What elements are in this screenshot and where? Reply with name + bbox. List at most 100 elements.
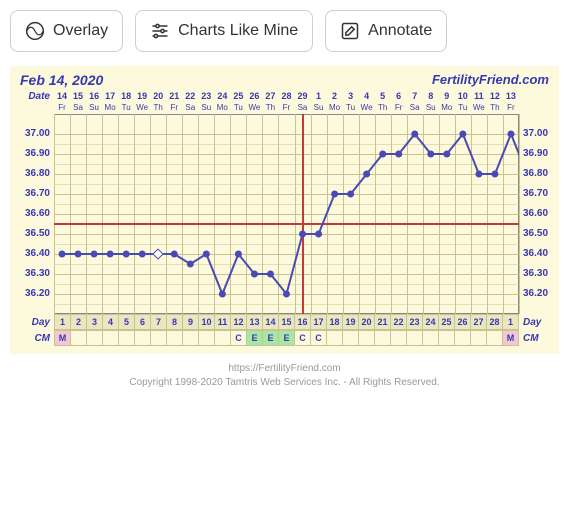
dow-row: FrSaSuMoTuWeThFrSaSuMoTuWeThFrSaSuMoTuWe… — [10, 102, 559, 114]
overlay-icon — [25, 21, 45, 41]
dow-cell: Sa — [70, 102, 86, 114]
dow-cell: Fr — [54, 102, 70, 114]
day-cell: 19 — [342, 314, 358, 330]
dow-cell: Th — [487, 102, 503, 114]
temp-line — [54, 114, 519, 314]
ytick-left: 36.40 — [25, 248, 50, 259]
cm-cell: C — [294, 330, 310, 346]
cycle-day-row: Day 123456789101112131415161718192021222… — [10, 314, 559, 330]
day-cell: 12 — [230, 314, 246, 330]
dow-cell: Mo — [102, 102, 118, 114]
cm-cell: E — [278, 330, 294, 346]
ytick-right: 36.90 — [523, 148, 548, 159]
date-cell: 8 — [423, 90, 439, 102]
ytick-left: 36.60 — [25, 208, 50, 219]
day-cell: 21 — [374, 314, 390, 330]
ytick-right: 36.70 — [523, 188, 548, 199]
ytick-left: 37.00 — [25, 128, 50, 139]
date-cell: 2 — [327, 90, 343, 102]
charts-like-mine-label: Charts Like Mine — [178, 22, 298, 40]
dow-cell: We — [246, 102, 262, 114]
ytick-right: 36.40 — [523, 248, 548, 259]
dow-cell: Su — [423, 102, 439, 114]
cm-cell — [70, 330, 86, 346]
cm-cell — [86, 330, 102, 346]
day-cell: 27 — [470, 314, 486, 330]
ytick-right: 36.30 — [523, 268, 548, 279]
annotate-button[interactable]: Annotate — [325, 10, 447, 52]
date-cell: 19 — [134, 90, 150, 102]
cm-cell — [118, 330, 134, 346]
day-cell: 4 — [102, 314, 118, 330]
date-cell: 12 — [487, 90, 503, 102]
day-cell: 9 — [182, 314, 198, 330]
day-cell: 17 — [310, 314, 326, 330]
cm-cell: E — [262, 330, 278, 346]
date-cell: 26 — [246, 90, 262, 102]
day-cell: 18 — [326, 314, 342, 330]
ytick-left: 36.80 — [25, 168, 50, 179]
cm-cell — [182, 330, 198, 346]
cm-cell: E — [246, 330, 262, 346]
ytick-right: 36.60 — [523, 208, 548, 219]
dow-cell: Sa — [407, 102, 423, 114]
day-cell: 24 — [422, 314, 438, 330]
date-cell: 13 — [503, 90, 519, 102]
day-cell: 11 — [214, 314, 230, 330]
dow-cell: Tu — [343, 102, 359, 114]
cm-cell — [198, 330, 214, 346]
date-cell: 4 — [359, 90, 375, 102]
y-axis-left: 37.0036.9036.8036.7036.6036.5036.4036.30… — [10, 114, 54, 314]
cm-cell — [358, 330, 374, 346]
cm-cell — [214, 330, 230, 346]
day-cell: 28 — [486, 314, 502, 330]
date-cell: 22 — [182, 90, 198, 102]
day-cell: 15 — [278, 314, 294, 330]
footer-copyright: Copyright 1998-2020 Tamtris Web Services… — [10, 376, 559, 390]
cm-row: CM MCEEECCM CM — [10, 330, 559, 346]
cm-cell — [422, 330, 438, 346]
cm-cell: M — [54, 330, 70, 346]
overlay-button[interactable]: Overlay — [10, 10, 123, 52]
fertility-chart: Feb 14, 2020 FertilityFriend.com Date 14… — [10, 66, 559, 354]
cm-cell — [326, 330, 342, 346]
day-cell: 16 — [294, 314, 310, 330]
dow-cell: Mo — [214, 102, 230, 114]
date-cell: 27 — [262, 90, 278, 102]
day-cell: 2 — [70, 314, 86, 330]
dow-cell: We — [359, 102, 375, 114]
chart-brand: FertilityFriend.com — [432, 72, 549, 88]
ytick-right: 36.50 — [523, 228, 548, 239]
dow-cell: Tu — [455, 102, 471, 114]
cm-cell: M — [502, 330, 519, 346]
cm-cell: C — [230, 330, 246, 346]
dow-cell: Su — [86, 102, 102, 114]
sliders-icon — [150, 21, 170, 41]
charts-like-mine-button[interactable]: Charts Like Mine — [135, 10, 313, 52]
pencil-icon — [340, 21, 360, 41]
date-cell: 29 — [294, 90, 310, 102]
day-cell: 1 — [502, 314, 519, 330]
date-cell: 15 — [70, 90, 86, 102]
day-label-left: Day — [10, 317, 54, 328]
ytick-right: 36.20 — [523, 288, 548, 299]
chart-date-title: Feb 14, 2020 — [20, 72, 103, 88]
dow-cell: Fr — [503, 102, 519, 114]
cm-cell — [406, 330, 422, 346]
date-cell: 21 — [166, 90, 182, 102]
dow-cell: Tu — [118, 102, 134, 114]
date-cell: 3 — [343, 90, 359, 102]
date-cell: 16 — [86, 90, 102, 102]
day-cell: 5 — [118, 314, 134, 330]
date-cell: 25 — [230, 90, 246, 102]
date-cell: 24 — [214, 90, 230, 102]
dow-cell: Mo — [327, 102, 343, 114]
ytick-left: 36.70 — [25, 188, 50, 199]
date-cell: 7 — [407, 90, 423, 102]
dow-cell: Fr — [166, 102, 182, 114]
annotate-label: Annotate — [368, 22, 432, 40]
day-cell: 20 — [358, 314, 374, 330]
cm-cell — [134, 330, 150, 346]
dow-cell: We — [471, 102, 487, 114]
cm-cell — [390, 330, 406, 346]
